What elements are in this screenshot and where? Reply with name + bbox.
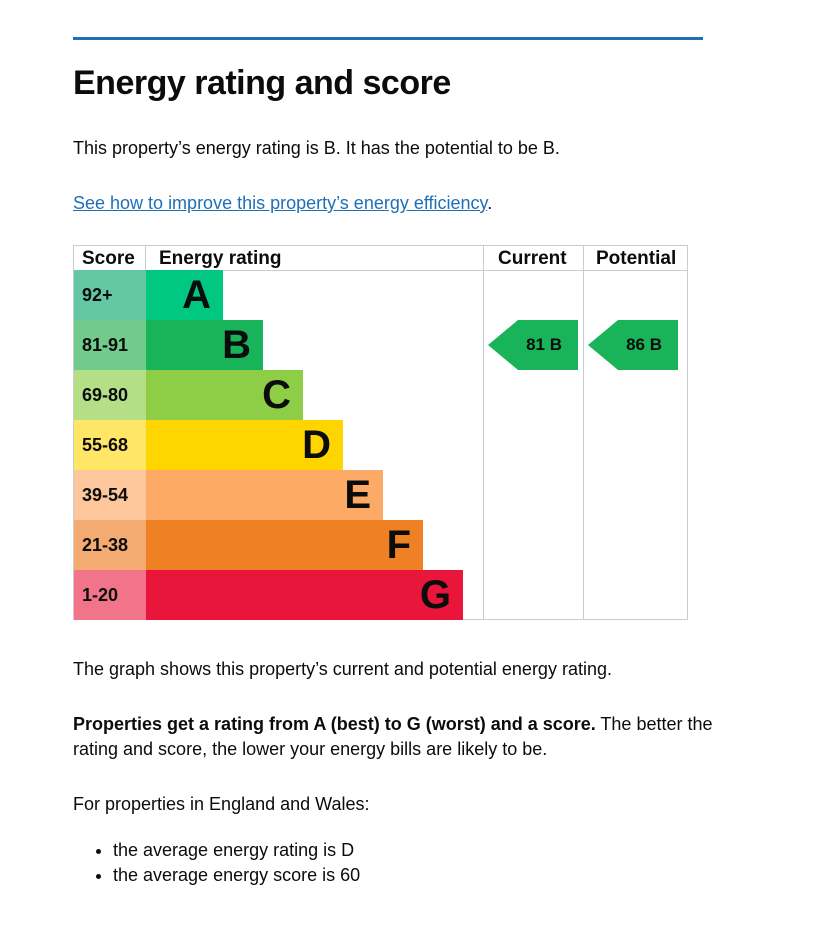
band-bar: G: [146, 570, 463, 620]
band-score: 1-20: [74, 570, 146, 620]
header-divider: [74, 270, 687, 271]
band-bar: D: [146, 420, 343, 470]
rating-explanation-rest: The better the rating and score, the low…: [73, 714, 713, 759]
link-suffix: .: [487, 193, 493, 213]
band-bar: B: [146, 320, 263, 370]
header-potential: Potential: [596, 248, 677, 269]
band-score: 92+: [74, 270, 146, 320]
band-score: 69-80: [74, 370, 146, 420]
band-score: 55-68: [74, 420, 146, 470]
band-score: 81-91: [74, 320, 146, 370]
header-current: Current: [498, 248, 567, 269]
improve-link-paragraph: See how to improve this property’s energ…: [73, 191, 713, 216]
header-energy-rating: Energy rating: [159, 248, 282, 269]
rating-explanation: Properties get a rating from A (best) to…: [73, 712, 713, 762]
current-divider: [483, 246, 484, 619]
intro-text: This property’s energy rating is B. It h…: [73, 138, 560, 158]
band-bar: A: [146, 270, 223, 320]
score-divider: [145, 246, 146, 271]
header-score: Score: [82, 248, 135, 269]
potential-rating-arrow: 86 B: [588, 320, 678, 370]
top-rule: [73, 37, 703, 40]
graph-description: The graph shows this property’s current …: [73, 659, 612, 679]
page-title: Energy rating and score: [73, 64, 451, 102]
band-score: 39-54: [74, 470, 146, 520]
potential-divider: [583, 246, 584, 619]
region-text: For properties in England and Wales:: [73, 794, 370, 814]
band-score: 21-38: [74, 520, 146, 570]
average-rating-item: the average energy rating is D: [113, 838, 360, 863]
improve-efficiency-link[interactable]: See how to improve this property’s energ…: [73, 193, 488, 213]
current-rating-arrow: 81 B: [488, 320, 578, 370]
band-bar: C: [146, 370, 303, 420]
band-bar: E: [146, 470, 383, 520]
band-bar: F: [146, 520, 423, 570]
averages-list: the average energy rating is D the avera…: [73, 838, 360, 888]
rating-explanation-bold: Properties get a rating from A (best) to…: [73, 714, 596, 734]
energy-rating-chart: Score Energy rating Current Potential 92…: [73, 245, 688, 620]
average-score-item: the average energy score is 60: [113, 863, 360, 888]
